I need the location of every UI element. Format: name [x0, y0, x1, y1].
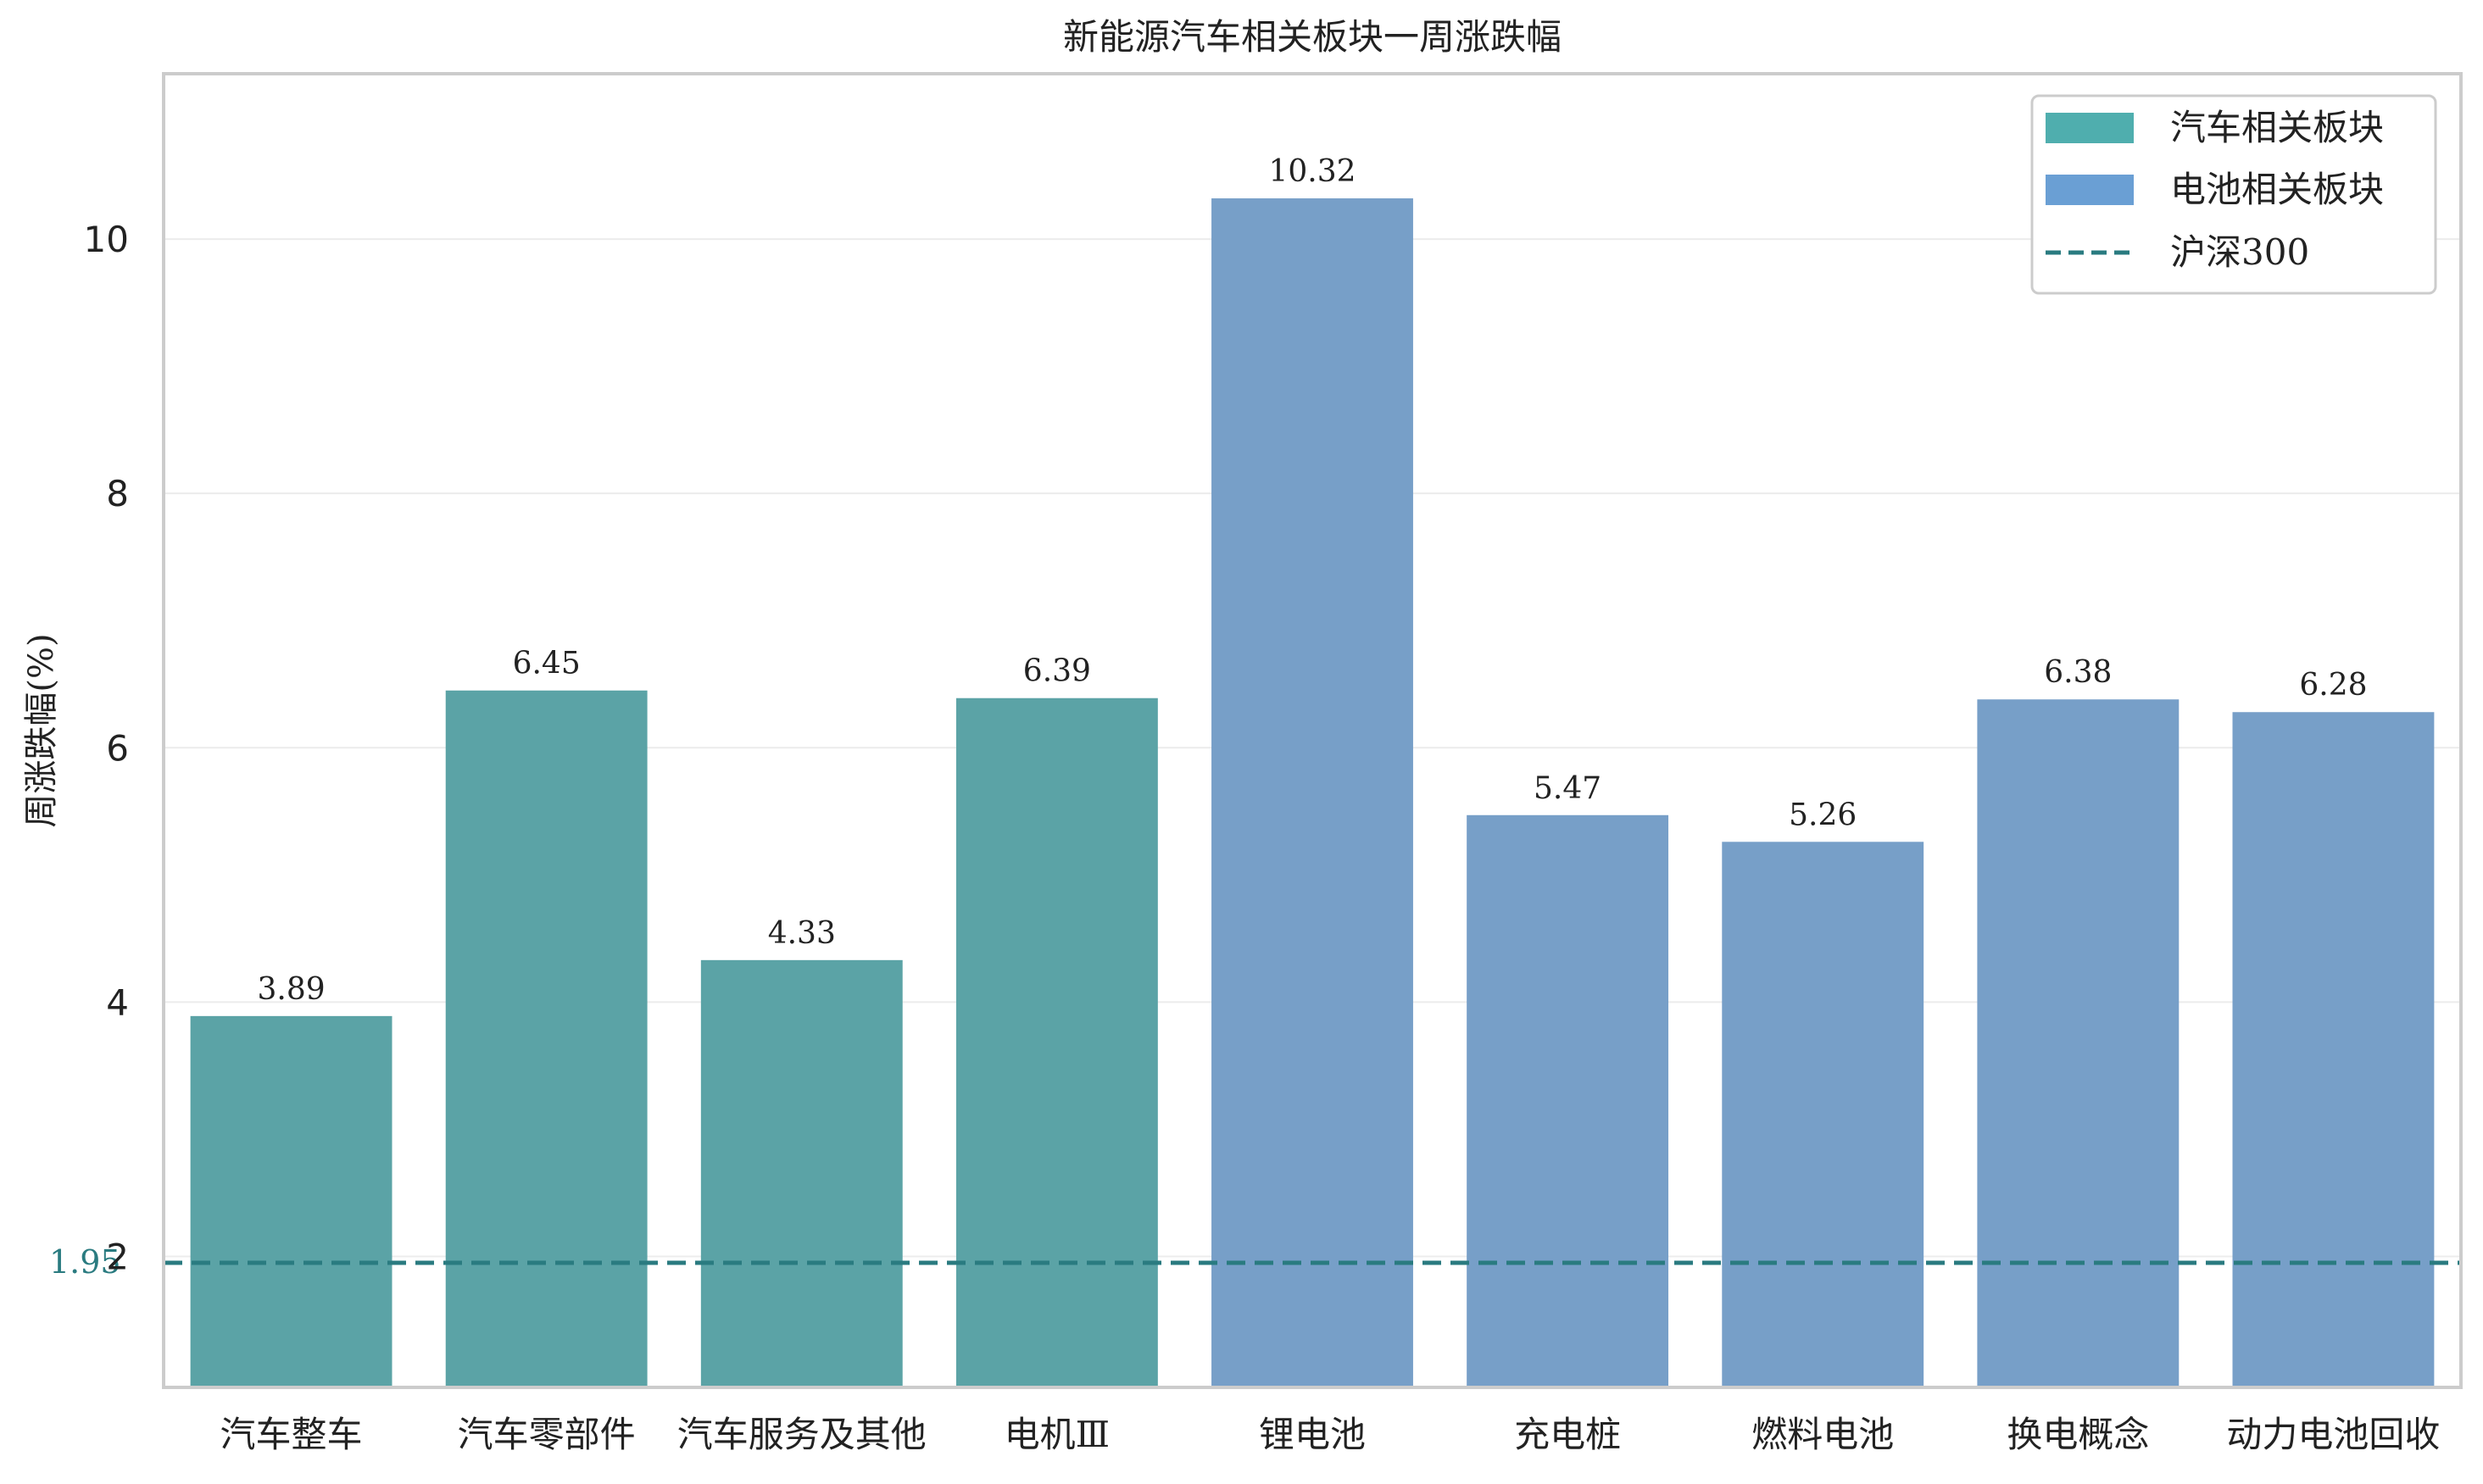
legend-label-battery: 电池相关板块 — [2170, 169, 2384, 210]
bar-value-label: 6.38 — [2044, 655, 2112, 690]
reference-line-value-label: 1.95 — [49, 1243, 121, 1281]
bar — [955, 698, 1158, 1387]
legend-label-car: 汽车相关板块 — [2170, 107, 2384, 148]
y-tick-label: 10 — [84, 219, 129, 260]
bar — [2232, 712, 2435, 1387]
bar-value-label: 10.32 — [1268, 154, 1356, 189]
bar-value-label: 6.28 — [2299, 668, 2367, 703]
bar — [1722, 842, 1924, 1387]
bar-value-label: 4.33 — [768, 916, 836, 951]
legend-box — [2030, 94, 2437, 295]
x-axis-ticks: 汽车整车 汽车零部件 汽车服务及其他 电机Ⅲ 锂电池 充电桩 燃料电池 换电概念 动力电池回收 — [220, 1414, 2441, 1455]
value-labels: 3.89 6.45 4.33 6.39 10.32 5.47 5.26 6.38 6.28 — [257, 154, 2367, 1007]
y-axis-ticks: 2 4 6 8 10 — [84, 219, 129, 1277]
bar — [1467, 814, 1669, 1387]
x-tick-label: 动力电池回收 — [2226, 1414, 2440, 1455]
y-axis-label: 周涨跌幅(%) — [22, 633, 61, 827]
chart-title: 新能源汽车相关板块一周涨跌幅 — [1063, 16, 1562, 58]
legend-swatch-battery — [2046, 175, 2134, 205]
x-tick-label: 充电桩 — [1514, 1414, 1621, 1455]
y-tick-label: 2 — [106, 1236, 129, 1277]
bars — [190, 198, 2435, 1387]
y-tick-label: 6 — [106, 727, 129, 769]
bar-value-label: 6.45 — [513, 647, 581, 681]
legend-label-hs300: 沪深300 — [2170, 231, 2309, 273]
bar — [445, 690, 648, 1387]
bar-value-label: 5.47 — [1534, 771, 1601, 806]
legend-swatch-car — [2046, 113, 2134, 143]
x-tick-label: 换电概念 — [2007, 1414, 2149, 1455]
x-tick-label: 燃料电池 — [1751, 1414, 1894, 1455]
bar — [190, 1015, 392, 1387]
x-tick-label: 汽车整车 — [220, 1414, 363, 1455]
x-tick-label: 汽车零部件 — [458, 1414, 636, 1455]
reference-line-group: 1.95 — [49, 1243, 2461, 1281]
y-tick-label: 4 — [106, 981, 129, 1023]
y-tick-label: 8 — [106, 473, 129, 514]
bar-value-label: 3.89 — [257, 972, 325, 1007]
plot-area-frame — [162, 72, 2463, 1389]
x-tick-label: 锂电池 — [1259, 1414, 1366, 1455]
bar — [700, 959, 903, 1387]
legend: 汽车相关板块 电池相关板块 沪深300 — [2030, 94, 2437, 295]
bar-value-label: 6.39 — [1023, 654, 1091, 689]
x-tick-label: 汽车服务及其他 — [677, 1414, 927, 1455]
bar-value-label: 5.26 — [1789, 798, 1857, 832]
bar — [1977, 699, 2180, 1387]
x-tick-label: 电机Ⅲ — [1005, 1414, 1111, 1455]
bar — [1211, 198, 1413, 1387]
